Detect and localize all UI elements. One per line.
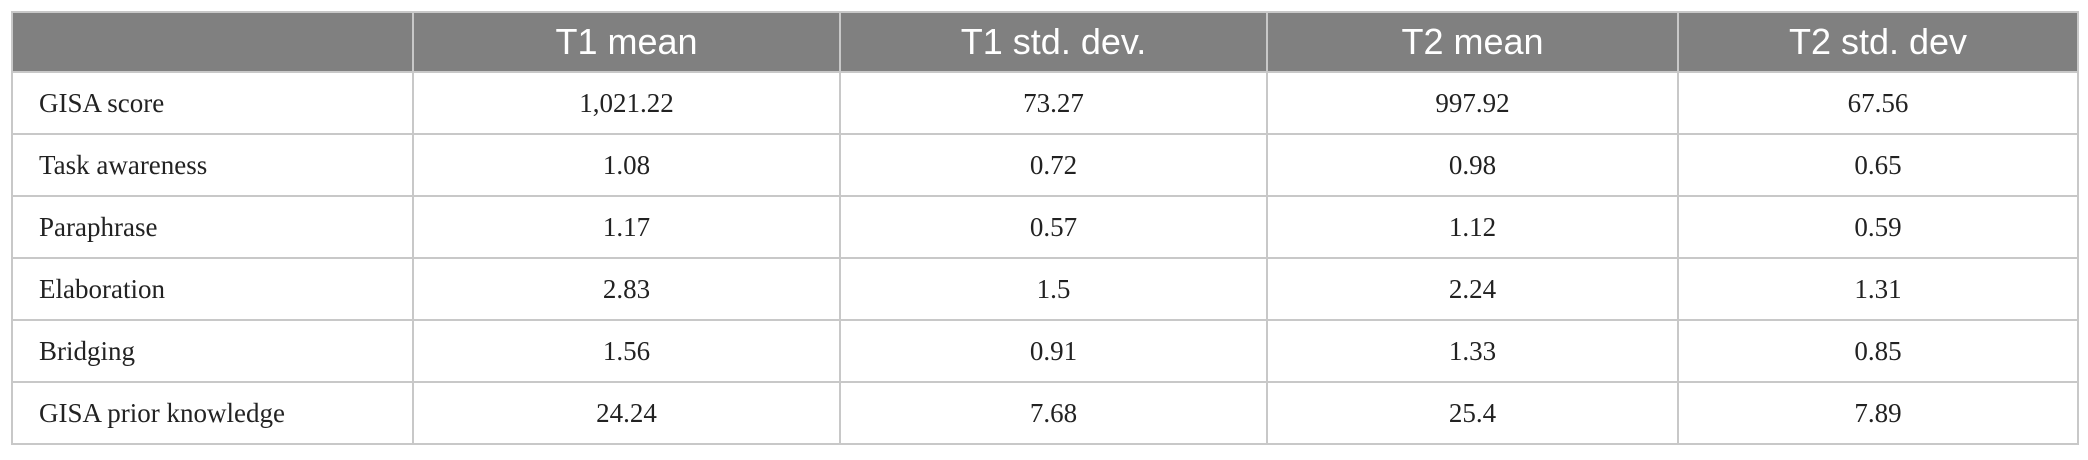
cell-t2-std-dev: 1.31 <box>1677 257 2079 321</box>
cell-t1-std-dev: 1.5 <box>839 257 1268 321</box>
cell-t2-mean: 25.4 <box>1266 381 1679 445</box>
table-row: GISA prior knowledge 24.24 7.68 25.4 7.8… <box>11 381 2079 445</box>
row-label: GISA score <box>11 71 414 135</box>
cell-t2-std-dev: 67.56 <box>1677 71 2079 135</box>
table-row: GISA score 1,021.22 73.27 997.92 67.56 <box>11 71 2079 135</box>
statistics-table-container: T1 mean T1 std. dev. T2 mean T2 std. dev… <box>11 11 2079 445</box>
cell-t1-mean: 1,021.22 <box>412 71 841 135</box>
table-row: Paraphrase 1.17 0.57 1.12 0.59 <box>11 195 2079 259</box>
row-label: Elaboration <box>11 257 414 321</box>
row-label: Task awareness <box>11 133 414 197</box>
row-label: GISA prior knowledge <box>11 381 414 445</box>
header-cell-t1-std-dev: T1 std. dev. <box>839 11 1268 73</box>
cell-t2-std-dev: 0.59 <box>1677 195 2079 259</box>
header-row: T1 mean T1 std. dev. T2 mean T2 std. dev <box>11 11 2079 73</box>
cell-t2-std-dev: 0.65 <box>1677 133 2079 197</box>
statistics-table: T1 mean T1 std. dev. T2 mean T2 std. dev… <box>11 11 2079 445</box>
cell-t2-mean: 2.24 <box>1266 257 1679 321</box>
header-cell-t1-mean: T1 mean <box>412 11 841 73</box>
cell-t1-std-dev: 0.57 <box>839 195 1268 259</box>
cell-t2-mean: 997.92 <box>1266 71 1679 135</box>
cell-t2-std-dev: 7.89 <box>1677 381 2079 445</box>
cell-t2-mean: 1.12 <box>1266 195 1679 259</box>
cell-t1-std-dev: 0.91 <box>839 319 1268 383</box>
cell-t2-std-dev: 0.85 <box>1677 319 2079 383</box>
table-row: Task awareness 1.08 0.72 0.98 0.65 <box>11 133 2079 197</box>
table-row: Bridging 1.56 0.91 1.33 0.85 <box>11 319 2079 383</box>
header-cell-t2-std-dev: T2 std. dev <box>1677 11 2079 73</box>
cell-t1-std-dev: 7.68 <box>839 381 1268 445</box>
cell-t1-std-dev: 73.27 <box>839 71 1268 135</box>
table-body: GISA score 1,021.22 73.27 997.92 67.56 T… <box>11 71 2079 445</box>
cell-t2-mean: 0.98 <box>1266 133 1679 197</box>
cell-t1-mean: 1.56 <box>412 319 841 383</box>
cell-t1-mean: 1.08 <box>412 133 841 197</box>
header-cell-t2-mean: T2 mean <box>1266 11 1679 73</box>
table-row: Elaboration 2.83 1.5 2.24 1.31 <box>11 257 2079 321</box>
cell-t2-mean: 1.33 <box>1266 319 1679 383</box>
cell-t1-mean: 2.83 <box>412 257 841 321</box>
row-label: Bridging <box>11 319 414 383</box>
row-label: Paraphrase <box>11 195 414 259</box>
cell-t1-std-dev: 0.72 <box>839 133 1268 197</box>
table-header: T1 mean T1 std. dev. T2 mean T2 std. dev <box>11 11 2079 73</box>
header-cell-empty <box>11 11 414 73</box>
cell-t1-mean: 1.17 <box>412 195 841 259</box>
cell-t1-mean: 24.24 <box>412 381 841 445</box>
